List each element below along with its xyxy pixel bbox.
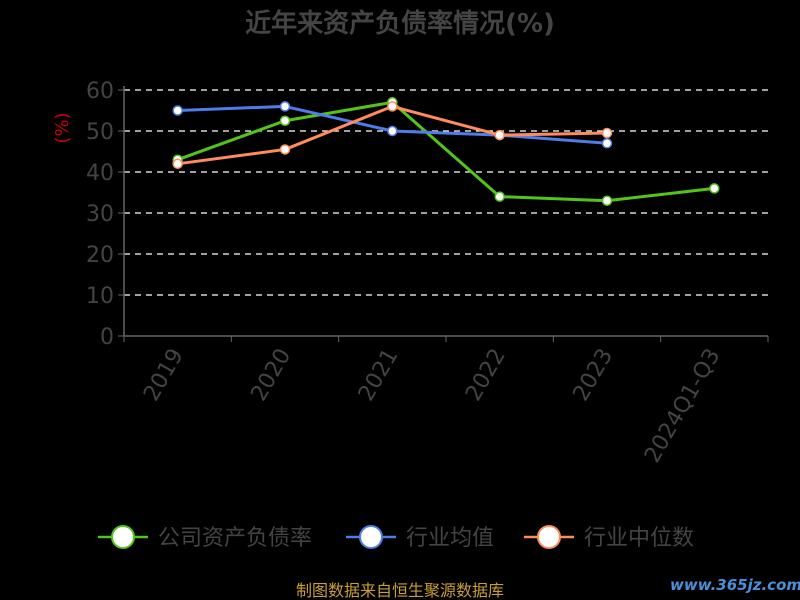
x-tick-label-2019: 2019 [139,345,189,406]
x-tick-label-2024Q1-Q3: 2024Q1-Q3 [640,345,725,468]
legend-marker-1 [359,525,383,549]
data-point-s0-2022 [494,191,505,202]
y-tick-label-20: 20 [86,243,114,268]
legend: 公司资产负债率 行业均值 行业中位数 [98,525,694,551]
data-point-s2-2023 [601,127,613,139]
x-tick-label-2020: 2020 [247,345,297,406]
y-tick-labels: 0 10 20 30 40 50 60 [86,79,114,350]
y-tick-label-30: 30 [86,202,114,227]
legend-marker-0 [111,525,135,549]
watermark-text: www.365jz.com [670,576,800,594]
legend-marker-2 [537,525,561,549]
data-point-s1-2019 [172,105,183,116]
x-tick-label-2022: 2022 [461,345,511,406]
series-line-0 [177,100,715,203]
data-point-s2-2021 [387,101,398,112]
y-axis-label: (%) [52,112,73,143]
data-point-s0-2023 [601,195,613,206]
grid-lines [124,89,768,296]
x-tick-labels: 2019 2020 2021 2022 2023 2024Q1-Q3 [139,345,725,468]
legend-label-2: 行业中位数 [584,526,694,551]
data-point-s1-2023 [601,138,613,149]
x-tick-label-2021: 2021 [354,345,404,406]
y-tick-label-60: 60 [86,79,114,104]
data-point-s0-2024Q1-Q3 [709,183,720,194]
y-tick-label-10: 10 [86,284,114,309]
series-lines [172,97,720,206]
data-point-s0-2020 [279,115,291,126]
data-point-s2-2022 [494,129,505,141]
axes [118,86,769,342]
data-point-s2-2020 [279,144,291,155]
y-tick-label-40: 40 [86,161,114,186]
data-point-s1-2020 [279,101,291,112]
y-tick-label-50: 50 [86,120,114,145]
data-point-s1-2021 [387,125,398,137]
y-tick-label-0: 0 [100,325,114,350]
legend-label-1: 行业均值 [406,526,494,551]
data-source-note: 制图数据来自恒生聚源数据库 [296,581,504,600]
legend-label-0: 公司资产负债率 [158,526,312,551]
x-tick-label-2023: 2023 [569,345,619,406]
data-point-s2-2019 [172,158,183,170]
chart-title: 近年来资产负债率情况(%) [245,8,555,39]
